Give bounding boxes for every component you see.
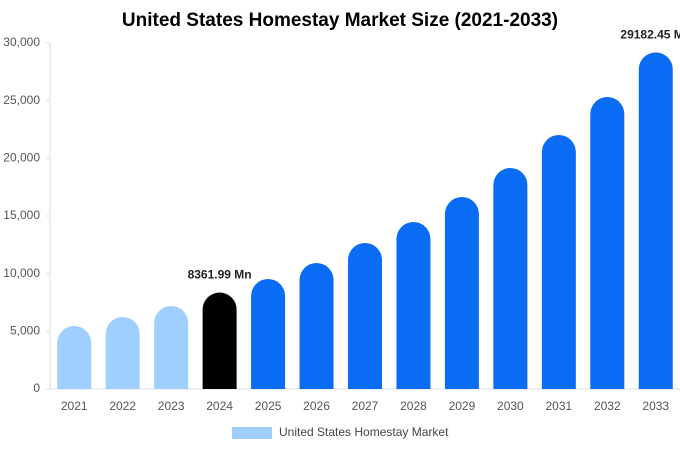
x-tick-label: 2027 bbox=[352, 399, 379, 413]
y-tick-label: 30,000 bbox=[3, 35, 40, 49]
value-label: 29182.45 Mn bbox=[620, 28, 680, 42]
bar bbox=[299, 262, 334, 389]
bar bbox=[57, 326, 92, 389]
x-tick-label: 2031 bbox=[545, 399, 572, 413]
y-tick-label: 15,000 bbox=[3, 208, 40, 222]
bar bbox=[396, 221, 431, 389]
x-tick-label: 2032 bbox=[594, 399, 621, 413]
y-tick-label: 10,000 bbox=[3, 266, 40, 280]
value-label: 8361.99 Mn bbox=[188, 268, 252, 282]
y-tick-label: 25,000 bbox=[3, 93, 40, 107]
x-tick-label: 2029 bbox=[449, 399, 476, 413]
x-tick-label: 2021 bbox=[61, 399, 88, 413]
bar bbox=[105, 316, 140, 389]
bar bbox=[541, 135, 576, 389]
bar bbox=[348, 242, 382, 389]
bar bbox=[251, 278, 286, 389]
x-tick-label: 2025 bbox=[255, 399, 282, 413]
bar bbox=[444, 197, 479, 389]
bar bbox=[154, 305, 189, 389]
y-tick-label: 20,000 bbox=[3, 151, 40, 165]
x-tick-label: 2028 bbox=[400, 399, 427, 413]
bar bbox=[202, 292, 237, 389]
bar bbox=[493, 167, 528, 389]
x-tick-label: 2024 bbox=[206, 399, 233, 413]
y-tick-label: 0 bbox=[33, 381, 40, 395]
x-tick-label: 2033 bbox=[642, 399, 669, 413]
legend-swatch bbox=[232, 427, 272, 439]
x-tick-label: 2026 bbox=[303, 399, 330, 413]
x-tick-label: 2023 bbox=[158, 399, 185, 413]
y-tick-label: 5,000 bbox=[10, 324, 40, 338]
chart-title: United States Homestay Market Size (2021… bbox=[122, 10, 558, 31]
bar bbox=[590, 96, 625, 389]
x-tick-label: 2030 bbox=[497, 399, 524, 413]
x-tick-label: 2022 bbox=[109, 399, 136, 413]
legend-label: United States Homestay Market bbox=[279, 425, 449, 439]
bar bbox=[638, 52, 673, 390]
